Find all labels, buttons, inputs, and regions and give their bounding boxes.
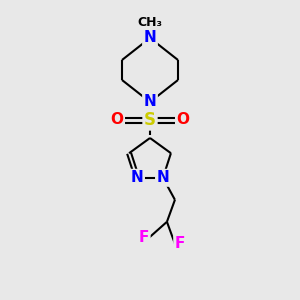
Text: N: N	[157, 170, 169, 185]
Text: N: N	[144, 31, 156, 46]
Text: O: O	[110, 112, 124, 128]
Text: CH₃: CH₃	[137, 16, 163, 29]
Text: S: S	[144, 111, 156, 129]
Text: O: O	[176, 112, 190, 128]
Text: N: N	[144, 94, 156, 110]
Text: F: F	[139, 230, 149, 245]
Text: N: N	[131, 170, 143, 185]
Text: F: F	[175, 236, 185, 251]
